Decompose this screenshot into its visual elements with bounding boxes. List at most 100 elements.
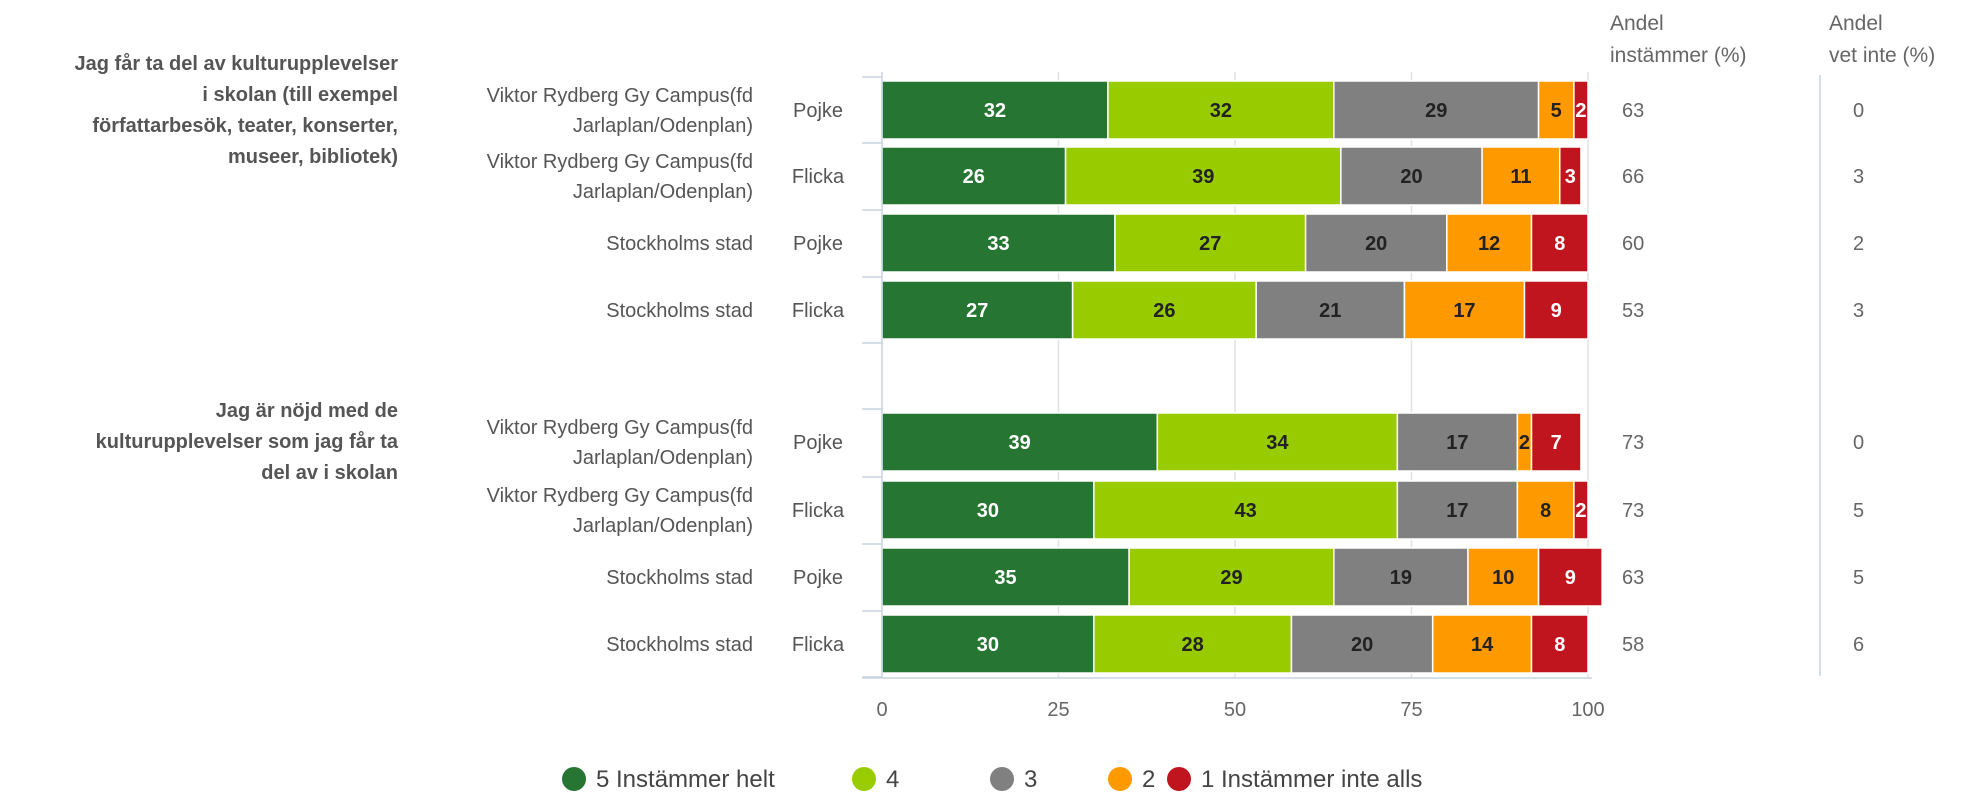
bar-value-label: 26	[1153, 300, 1175, 322]
bar-value-label: 14	[1471, 634, 1494, 656]
legend-marker	[1108, 767, 1132, 791]
legend-marker	[562, 767, 586, 791]
bar-value-label: 27	[966, 300, 988, 322]
bar-segment	[1396, 480, 1519, 540]
x-tick-label: 75	[1400, 699, 1422, 721]
bar-segment	[881, 547, 1130, 607]
bar-value-label: 17	[1446, 432, 1468, 454]
agree-value: 60	[1622, 233, 1644, 255]
bar-value-label: 17	[1446, 500, 1468, 522]
group-label: Stockholms stad	[606, 567, 753, 589]
bar-value-label: 8	[1554, 634, 1565, 656]
bar-segment	[1559, 146, 1582, 206]
bar-value-label: 30	[977, 634, 999, 656]
bar-value-label: 5	[1551, 100, 1562, 122]
bar-segment	[1071, 280, 1257, 340]
bar-value-label: 3	[1565, 166, 1576, 188]
bar-segment	[1537, 80, 1575, 140]
x-tick-label: 100	[1571, 699, 1604, 721]
bar-segment	[1304, 213, 1448, 273]
bar-value-label: 2	[1575, 100, 1586, 122]
legend-label: 3	[1024, 766, 1037, 793]
subgroup-label: Flicka	[792, 634, 845, 656]
bar-segment	[1156, 412, 1399, 472]
group-label: Stockholms stad	[606, 233, 753, 255]
question-label: Jag är nöjd med de kulturupplevelser som …	[96, 400, 399, 484]
bar-segment	[1446, 213, 1533, 273]
bar-segment	[1128, 547, 1335, 607]
bar-value-label: 30	[977, 500, 999, 522]
bar-segment	[1255, 280, 1406, 340]
dontknow-value: 0	[1853, 100, 1864, 122]
x-tick-label: 0	[876, 699, 887, 721]
bar-segment	[1431, 614, 1533, 674]
subgroup-label: Pojke	[793, 100, 843, 122]
legend-marker	[1167, 767, 1191, 791]
bar-segment	[1093, 480, 1399, 540]
bar-segment	[881, 213, 1116, 273]
agree-value: 66	[1622, 166, 1644, 188]
agree-value: 63	[1622, 567, 1644, 589]
bar-value-label: 27	[1199, 233, 1221, 255]
bar-segment	[881, 146, 1067, 206]
bar-value-label: 2	[1575, 500, 1586, 522]
bar-value-label: 10	[1492, 567, 1514, 589]
bar-value-label: 26	[963, 166, 985, 188]
bar-segment	[1107, 80, 1335, 140]
bar-value-label: 33	[987, 233, 1009, 255]
agree-value: 73	[1622, 500, 1644, 522]
bar-segment	[881, 614, 1095, 674]
bar-value-label: 29	[1425, 100, 1447, 122]
row-labels: Viktor Rydberg Gy Campus(fd Jarlaplan/Ode…	[75, 52, 845, 656]
agree-value: 63	[1622, 100, 1644, 122]
bar-segment	[1530, 412, 1582, 472]
bar-value-label: 29	[1220, 567, 1242, 589]
question-label: Jag får ta del av kulturupplevelser i sko…	[75, 52, 399, 168]
legend-label: 1 Instämmer inte alls	[1201, 766, 1422, 793]
side-columns: 63 0 66 3 60 2 53 3 73 0 73 5 63 5 58 6 Andel instämmer (…	[1610, 12, 1935, 656]
x-tick-label: 50	[1224, 699, 1246, 721]
bar-value-label: 32	[1210, 100, 1232, 122]
bar-value-label: 8	[1554, 233, 1565, 255]
subgroup-label: Flicka	[792, 300, 845, 322]
bar-value-label: 19	[1390, 567, 1412, 589]
bar-segment	[881, 80, 1109, 140]
agree-column-header: Andel instämmer (%)	[1610, 12, 1747, 67]
bar-value-label: 20	[1365, 233, 1387, 255]
bar-segment	[1396, 412, 1519, 472]
subgroup-label: Pojke	[793, 567, 843, 589]
x-tick-label: 25	[1047, 699, 1069, 721]
dontknow-value: 5	[1853, 567, 1864, 589]
subgroup-label: Pojke	[793, 233, 843, 255]
dontknow-value: 3	[1853, 166, 1864, 188]
agree-value: 53	[1622, 300, 1644, 322]
bar-value-label: 39	[1192, 166, 1214, 188]
bar-segment	[1573, 480, 1589, 540]
bar-segment	[1333, 80, 1540, 140]
bar-value-label: 17	[1453, 300, 1475, 322]
bar-value-label: 21	[1319, 300, 1341, 322]
bar-value-label: 2	[1519, 432, 1530, 454]
bar-value-label: 28	[1182, 634, 1204, 656]
bar-value-label: 20	[1400, 166, 1422, 188]
bar-value-label: 43	[1234, 500, 1256, 522]
bar-segment	[1523, 280, 1589, 340]
legend: 5 Instämmer helt 4 3 2 1 Instämmer inte alls	[562, 766, 1422, 793]
bar-value-label: 7	[1551, 432, 1562, 454]
bar-segment	[881, 412, 1159, 472]
legend-marker	[990, 767, 1014, 791]
bar-segment	[1530, 213, 1589, 273]
bar-segment	[881, 280, 1074, 340]
group-label: Viktor Rydberg Gy Campus(fd Jarlaplan/Ode…	[487, 485, 753, 537]
dontknow-value: 0	[1853, 432, 1864, 454]
bar-value-label: 35	[994, 567, 1016, 589]
bar-value-label: 39	[1009, 432, 1031, 454]
bars: 32 32 29 5 226 39 20 11 333 27 20 12 827 26 21 17 939 34 1…	[881, 80, 1603, 674]
bar-segment	[1114, 213, 1307, 273]
bar-segment	[1537, 547, 1603, 607]
bar-value-label: 8	[1540, 500, 1551, 522]
bar-segment	[1573, 80, 1589, 140]
legend-marker	[852, 767, 876, 791]
bar-segment	[1064, 146, 1342, 206]
